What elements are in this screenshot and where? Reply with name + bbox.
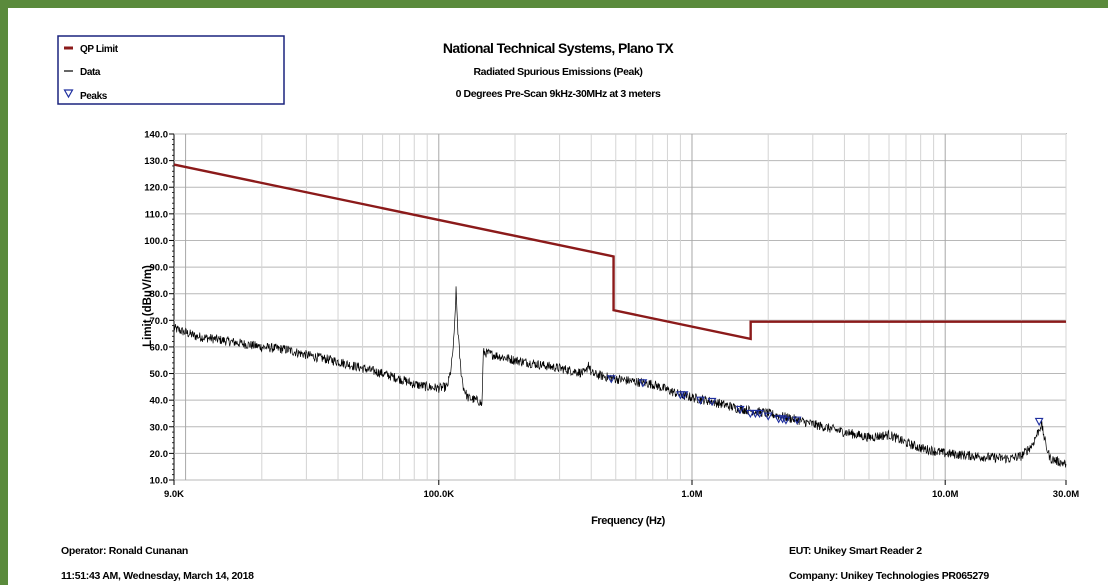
y-tick-label: 50.0 bbox=[150, 369, 169, 380]
peak-marker bbox=[763, 412, 773, 421]
datetime-text: 11:51:43 AM, Wednesday, March 14, 2018 bbox=[61, 570, 254, 582]
y-tick-label: 10.0 bbox=[150, 476, 169, 487]
x-tick-label: 30.0M bbox=[1053, 489, 1079, 500]
y-tick-label: 100.0 bbox=[144, 236, 168, 247]
chart-title: National Technical Systems, Plano TX bbox=[443, 40, 674, 56]
peak-marker bbox=[735, 405, 745, 415]
peak-marker bbox=[1034, 417, 1044, 427]
peak-marker bbox=[745, 409, 755, 419]
peak-marker bbox=[755, 409, 765, 419]
y-tick-label: 30.0 bbox=[150, 422, 169, 433]
y-tick-label: 70.0 bbox=[150, 316, 169, 327]
legend-box bbox=[57, 35, 285, 105]
peak-marker bbox=[750, 409, 760, 419]
y-tick-label: 80.0 bbox=[150, 289, 169, 300]
company-text: Company: Unikey Technologies PR065279 bbox=[789, 570, 989, 582]
y-axis-label: Limit (dBuV/m) bbox=[142, 265, 154, 347]
x-tick-label: 100.0K bbox=[423, 489, 454, 500]
peak-marker bbox=[696, 396, 705, 405]
peak-marker bbox=[679, 391, 689, 400]
x-axis-label: Frequency (Hz) bbox=[591, 515, 666, 527]
y-tick-label: 110.0 bbox=[145, 209, 168, 220]
data-series-line bbox=[173, 286, 1067, 468]
plot-area bbox=[173, 133, 1067, 481]
y-tick-label: 140.0 bbox=[144, 130, 168, 141]
peak-marker bbox=[707, 397, 717, 407]
peak-marker bbox=[792, 416, 802, 425]
legend-data-label: Data bbox=[80, 67, 101, 78]
x-tick-label: 10.0M bbox=[932, 489, 958, 500]
y-tick-label: 130.0 bbox=[144, 156, 168, 167]
chart-subtitle-2: 0 Degrees Pre-Scan 9kHz-30MHz at 3 meter… bbox=[456, 88, 661, 100]
axes: 10.0 20.0 30.0 40.0 50.0 60.0 70.0 80.0 90.0 100.… bbox=[144, 130, 1079, 501]
x-tick-label: 9.0K bbox=[164, 489, 184, 500]
legend-qp-limit-label: QP Limit bbox=[80, 44, 119, 55]
qp-limit-line bbox=[173, 163, 1066, 341]
operator-text: Operator: Ronald Cunanan bbox=[61, 545, 188, 557]
peak-marker bbox=[778, 415, 788, 424]
peak-marker bbox=[781, 416, 791, 425]
y-tick-label: 90.0 bbox=[150, 263, 169, 274]
legend: QP Limit Data Peaks bbox=[57, 35, 285, 105]
eut-text: EUT: Unikey Smart Reader 2 bbox=[789, 545, 922, 557]
grid bbox=[173, 133, 1067, 481]
peak-marker bbox=[638, 379, 648, 388]
peaks-layer bbox=[606, 375, 1044, 427]
emissions-chart: QP Limit Data Peaks National Technical S… bbox=[57, 35, 1079, 527]
y-tick-label: 120.0 bbox=[144, 183, 168, 194]
y-tick-label: 40.0 bbox=[150, 396, 169, 407]
series-layer bbox=[173, 163, 1067, 468]
y-tick-label: 20.0 bbox=[150, 449, 169, 460]
y-tick-label: 60.0 bbox=[150, 342, 169, 353]
legend-peaks-label: Peaks bbox=[80, 91, 108, 102]
chart-subtitle: Radiated Spurious Emissions (Peak) bbox=[473, 66, 642, 78]
x-tick-label: 1.0M bbox=[681, 489, 702, 500]
chart-frame: QP Limit Data Peaks National Technical S… bbox=[8, 8, 1108, 585]
legend-peaks-swatch bbox=[63, 89, 74, 99]
peak-marker bbox=[606, 375, 616, 384]
